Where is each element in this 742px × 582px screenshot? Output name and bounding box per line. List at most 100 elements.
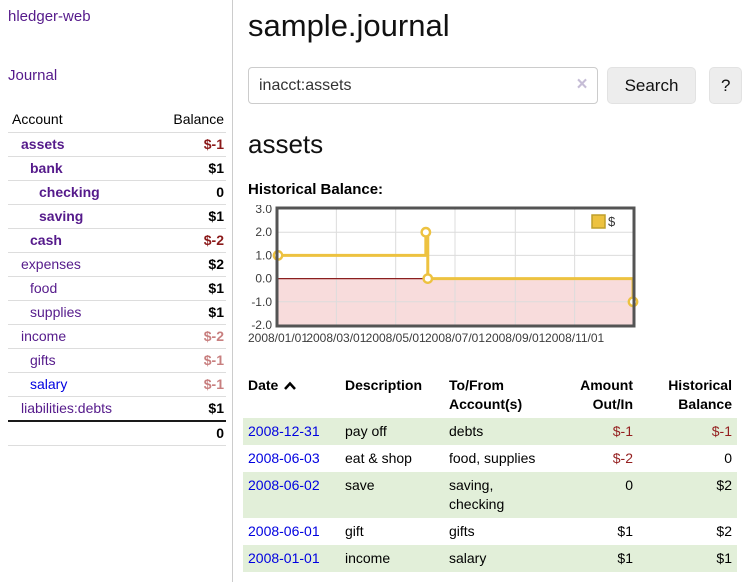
transaction-date-link[interactable]: 2008-06-03 (248, 450, 320, 466)
account-row: checking 0 (8, 180, 226, 205)
register-row: 2008-01-01 income salary $1 $1 (243, 545, 737, 572)
register-header-description: Description (345, 377, 423, 393)
help-button[interactable]: ? (709, 67, 742, 104)
account-row: income $-2 (8, 324, 226, 349)
transaction-amount: $-1 (612, 423, 633, 439)
y-tick-label: -2.0 (251, 318, 272, 332)
account-link[interactable]: gifts (30, 352, 56, 368)
register-header-row: Date Description To/From Account(s) Amou… (243, 372, 737, 418)
x-tick-label: 2008/07/01 (425, 331, 485, 345)
account-link[interactable]: saving (39, 208, 84, 224)
account-balance: $1 (208, 400, 224, 416)
account-link[interactable]: food (30, 280, 58, 296)
clear-search-icon[interactable]: × (576, 74, 588, 95)
transaction-accounts: gifts (449, 523, 475, 539)
register-row: 2008-06-01 gift gifts $1 $2 (243, 518, 737, 545)
x-tick-label: 2008/09/01 (485, 331, 545, 345)
account-balance: $-1 (150, 132, 226, 157)
transaction-balance: $2 (716, 523, 732, 539)
transaction-balance: 0 (724, 450, 732, 466)
transaction-accounts: food, supplies (449, 450, 536, 466)
y-tick-label: -1.0 (251, 295, 272, 309)
register-header-amount: Amount Out/In (580, 377, 633, 412)
account-link[interactable]: expenses (21, 256, 81, 272)
register-header-date[interactable]: Date (243, 372, 340, 418)
transaction-description: income (345, 550, 391, 566)
account-row: food $1 (8, 276, 226, 301)
register-header-balance: Historical Balance (668, 377, 732, 412)
search-button[interactable]: Search (606, 67, 697, 104)
transaction-amount: $1 (617, 523, 633, 539)
sidebar: hledger-web Journal Account Balance asse… (0, 0, 233, 582)
account-balance: $-1 (150, 348, 226, 373)
account-row: cash $-2 (8, 228, 226, 253)
x-tick-label: 2008/01/01 (248, 331, 308, 345)
transaction-balance: $1 (716, 550, 732, 566)
transaction-date-link[interactable]: 2008-06-02 (248, 477, 320, 493)
transaction-accounts: saving, checking (449, 477, 505, 512)
account-balance: 0 (150, 180, 226, 205)
account-link[interactable]: checking (39, 184, 100, 200)
data-point-marker[interactable] (420, 226, 432, 238)
accounts-header-balance: Balance (150, 108, 226, 133)
sort-ascending-icon (284, 381, 297, 390)
search-input[interactable] (248, 67, 598, 104)
app-title-link[interactable]: hledger-web (8, 8, 91, 25)
account-link[interactable]: income (21, 328, 67, 344)
transaction-date-link[interactable]: 2008-06-01 (248, 523, 320, 539)
y-tick-label: 3.0 (255, 205, 272, 216)
account-link[interactable]: bank (30, 160, 63, 176)
account-row: gifts $-1 (8, 348, 226, 373)
transaction-description: save (345, 477, 375, 493)
transaction-balance: $2 (716, 477, 732, 493)
transaction-amount: $1 (617, 550, 633, 566)
account-heading: assets (248, 129, 324, 159)
account-balance: $-2 (150, 228, 226, 253)
register-table: Date Description To/From Account(s) Amou… (243, 372, 737, 572)
register-row: 2008-12-31 pay off debts $-1 $-1 (243, 418, 737, 445)
transaction-date-link[interactable]: 2008-12-31 (248, 423, 320, 439)
account-row: bank $1 (8, 156, 226, 181)
account-row: salary $-1 (8, 372, 226, 397)
account-row: assets $-1 (8, 132, 226, 157)
y-tick-label: 0.0 (255, 272, 272, 286)
account-balance: $1 (150, 156, 226, 181)
transaction-amount: $-2 (612, 450, 633, 466)
historical-balance-chart: $3.0 2.0 1.0 0.0 -1.0 -2.0 2008/01/01 2008/03/0… (248, 202, 742, 352)
register-row: 2008-06-03 eat & shop food, supplies $-2 0 (243, 445, 737, 472)
account-link[interactable]: cash (30, 232, 62, 248)
transaction-balance: $-1 (711, 423, 732, 439)
x-tick-label: 2008/11/01 (545, 331, 604, 345)
transaction-description: pay off (345, 423, 387, 439)
page-title: sample.journal (248, 8, 450, 43)
y-tick-label: 1.0 (255, 248, 272, 262)
sidebar-item-journal[interactable]: Journal (8, 67, 58, 84)
account-link[interactable]: liabilities:debts (21, 400, 113, 416)
account-row: liabilities:debts $1 (8, 397, 226, 422)
transaction-date-link[interactable]: 2008-01-01 (248, 550, 320, 566)
account-link[interactable]: supplies (30, 304, 82, 320)
account-link[interactable]: assets (21, 136, 65, 152)
accounts-total-value: 0 (150, 420, 226, 446)
account-balance: $2 (150, 252, 226, 277)
account-row: supplies $1 (8, 300, 226, 325)
accounts-header-account: Account (8, 108, 151, 133)
transaction-amount: 0 (625, 477, 633, 493)
data-point-marker[interactable] (422, 273, 434, 285)
account-link[interactable]: salary (30, 376, 68, 392)
account-balance: $1 (150, 300, 226, 325)
transaction-accounts: salary (449, 550, 487, 566)
account-balance: $1 (150, 204, 226, 229)
account-row: expenses $2 (8, 252, 226, 277)
transaction-description: eat & shop (345, 450, 412, 466)
x-tick-label: 2008/05/01 (366, 331, 426, 345)
accounts-table: Account Balance assets $-1 bank $1 checking 0… (8, 108, 226, 446)
main-content: sample.journal × Search ? assets Histori… (234, 0, 742, 582)
chart-canvas: $3.0 2.0 1.0 0.0 -1.0 -2.02008/01/012008/03/0… (248, 202, 639, 345)
legend-label: $ (608, 214, 616, 229)
transaction-accounts: debts (449, 423, 484, 439)
search-box: × (248, 67, 598, 104)
account-balance: $1 (150, 276, 226, 301)
chart-label: Historical Balance: (248, 181, 384, 198)
account-balance: $-1 (150, 372, 226, 397)
